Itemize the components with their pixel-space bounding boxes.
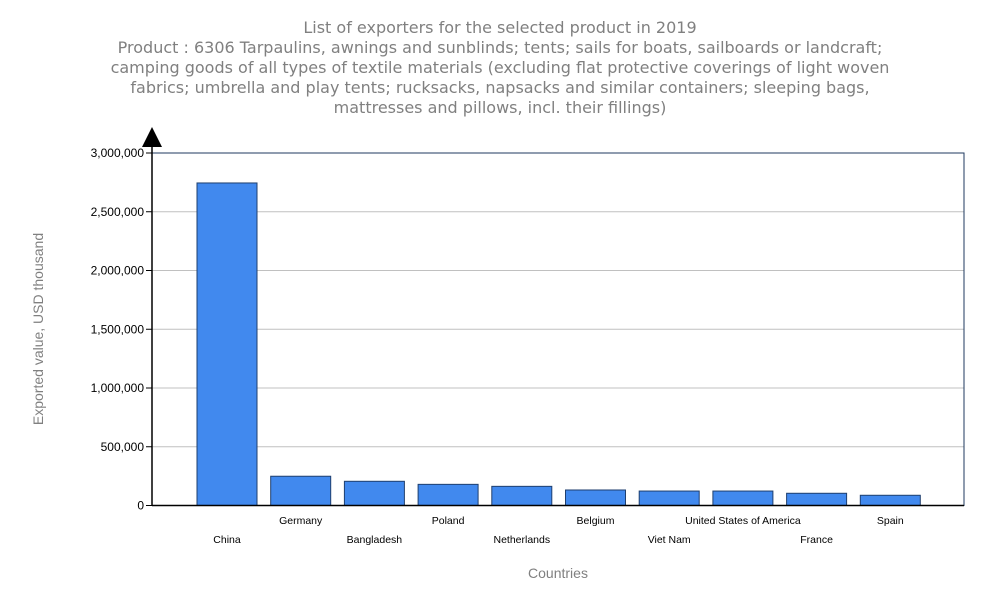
bar-germany[interactable] <box>270 475 332 506</box>
chart-title-block: List of exporters for the selected produ… <box>0 18 1000 118</box>
x-tick-label: Germany <box>279 515 323 527</box>
y-tick-label: 1,500,000 <box>91 322 145 336</box>
bar-china[interactable] <box>196 182 258 506</box>
x-tick-label: China <box>213 534 241 546</box>
x-tick-label: United States of America <box>685 515 801 527</box>
bar-belgium[interactable] <box>565 489 626 506</box>
y-tick-label: 2,000,000 <box>91 264 145 278</box>
y-axis-arrow-icon <box>142 127 162 147</box>
bar-france[interactable] <box>786 492 848 506</box>
bar-netherlands[interactable] <box>491 485 553 507</box>
y-tick-label: 2,500,000 <box>91 205 145 219</box>
gridlines <box>152 211 964 448</box>
y-axis: 0 500,000 1,000,000 1,500,000 2,000,000 2,500… <box>91 145 964 513</box>
chart-title: List of exporters for the selected produ… <box>303 18 697 37</box>
bar-viet-nam[interactable] <box>638 490 700 506</box>
x-tick-label: Poland <box>432 515 465 527</box>
y-tick-label: 1,000,000 <box>91 381 145 395</box>
x-axis-title: Countries <box>528 565 588 581</box>
chart-subtitle-line-1: Product : 6306 Tarpaulins, awnings and s… <box>117 38 883 57</box>
x-tick-label: Netherlands <box>493 534 550 546</box>
bars <box>196 182 921 507</box>
chart-subtitle-line-3: fabrics; umbrella and play tents; rucksa… <box>130 78 870 97</box>
x-tick-label: Bangladesh <box>347 534 403 546</box>
y-tick-label: 500,000 <box>101 440 145 454</box>
y-tick-label: 3,000,000 <box>91 146 145 160</box>
bar-bangladesh[interactable] <box>343 480 405 507</box>
y-axis-title: Exported value, USD thousand <box>30 233 46 425</box>
x-tick-label: Belgium <box>577 515 615 527</box>
bar-spain[interactable] <box>859 494 921 506</box>
chart-subtitle-line-4: mattresses and pillows, incl. their fill… <box>333 98 667 117</box>
bar-united-states-of-america[interactable] <box>712 490 774 506</box>
x-tick-label: Viet Nam <box>648 534 691 546</box>
x-tick-label: Spain <box>877 515 904 527</box>
y-tick-label: 0 <box>137 499 144 513</box>
x-axis-labels: China Germany Bangladesh Poland Netherlands B… <box>213 515 904 546</box>
x-tick-label: France <box>800 534 833 546</box>
chart-subtitle-line-2: camping goods of all types of textile ma… <box>110 58 890 77</box>
bar-poland[interactable] <box>417 483 479 507</box>
